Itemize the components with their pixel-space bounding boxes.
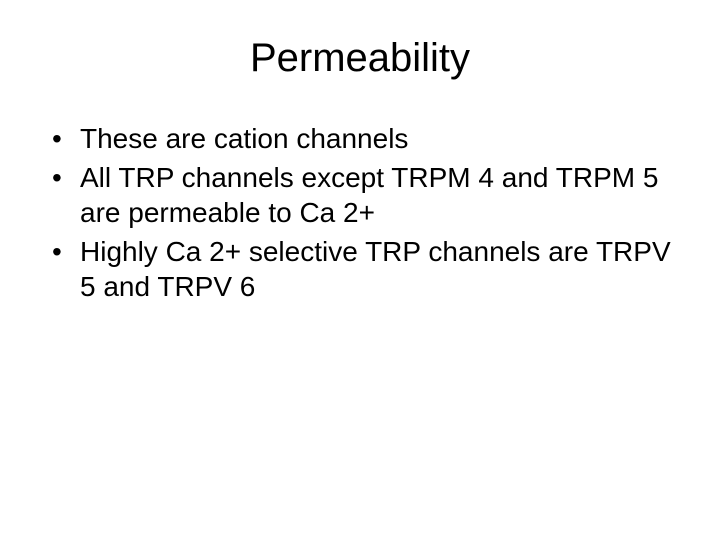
bullet-item: Highly Ca 2+ selective TRP channels are … xyxy=(52,234,680,304)
bullet-item: All TRP channels except TRPM 4 and TRPM … xyxy=(52,160,680,230)
bullet-item: These are cation channels xyxy=(52,121,680,156)
slide-title: Permeability xyxy=(40,36,680,81)
slide: Permeability These are cation channels A… xyxy=(0,0,720,540)
bullet-list: These are cation channels All TRP channe… xyxy=(40,121,680,304)
